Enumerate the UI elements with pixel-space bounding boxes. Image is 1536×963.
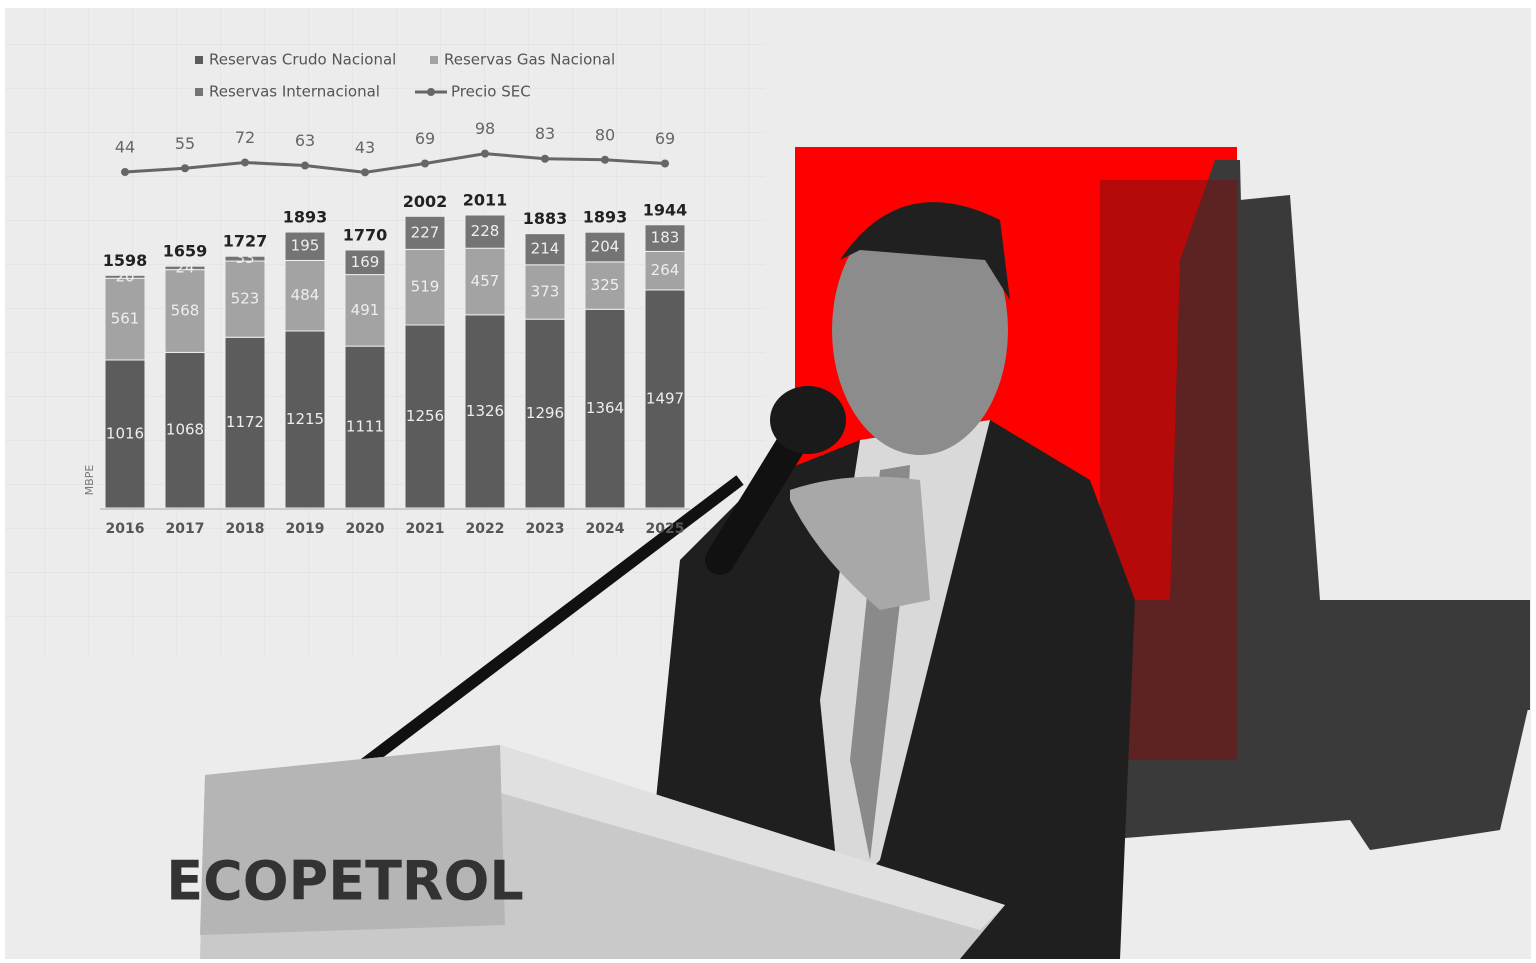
podium-logo: ECOPETROL bbox=[166, 850, 524, 913]
value-label: 20 bbox=[115, 267, 134, 285]
legend-label: Reservas Gas Nacional bbox=[444, 51, 615, 69]
total-label: 1893 bbox=[583, 208, 628, 227]
price-label: 63 bbox=[295, 131, 315, 150]
value-label: 1016 bbox=[106, 424, 144, 442]
value-label: 457 bbox=[471, 272, 500, 290]
price-label: 83 bbox=[535, 124, 555, 143]
legend-label: Reservas Crudo Nacional bbox=[209, 51, 396, 69]
price-label: 80 bbox=[595, 125, 615, 144]
value-label: 1497 bbox=[646, 389, 684, 407]
price-point bbox=[361, 168, 369, 176]
price-label: 44 bbox=[115, 138, 135, 157]
y-axis-label: MBPE bbox=[83, 465, 96, 496]
x-tick-label: 2016 bbox=[106, 521, 145, 537]
x-tick-label: 2025 bbox=[646, 521, 685, 537]
total-label: 1598 bbox=[103, 251, 148, 270]
price-point bbox=[121, 168, 129, 176]
value-label: 195 bbox=[291, 237, 320, 255]
legend-swatch bbox=[430, 56, 438, 64]
value-label: 214 bbox=[531, 240, 560, 258]
total-label: 1944 bbox=[643, 200, 688, 219]
price-point bbox=[601, 156, 609, 164]
price-point bbox=[481, 150, 489, 158]
total-label: 1770 bbox=[343, 225, 388, 244]
price-label: 72 bbox=[235, 128, 255, 147]
collage: ECOPETROL MBPE 2016 1016 561 201598 2017 1068 5… bbox=[0, 0, 1536, 959]
price-label: 69 bbox=[655, 129, 675, 148]
x-tick-label: 2024 bbox=[586, 521, 625, 537]
total-label: 1727 bbox=[223, 232, 268, 251]
value-label: 523 bbox=[231, 290, 260, 308]
price-point bbox=[541, 155, 549, 163]
value-label: 183 bbox=[651, 229, 680, 247]
price-point bbox=[661, 160, 669, 168]
x-tick-label: 2021 bbox=[406, 521, 445, 537]
value-label: 373 bbox=[531, 282, 560, 300]
value-label: 1068 bbox=[166, 421, 204, 439]
value-label: 228 bbox=[471, 222, 500, 240]
x-tick-label: 2023 bbox=[526, 521, 565, 537]
price-label: 43 bbox=[355, 138, 375, 157]
value-label: 169 bbox=[351, 253, 380, 271]
value-label: 1111 bbox=[346, 418, 384, 436]
value-label: 1256 bbox=[406, 407, 444, 425]
x-tick-label: 2018 bbox=[226, 521, 265, 537]
total-label: 1893 bbox=[283, 208, 328, 227]
price-point bbox=[241, 158, 249, 166]
x-tick-label: 2017 bbox=[166, 521, 205, 537]
value-label: 1364 bbox=[586, 399, 624, 417]
value-label: 561 bbox=[111, 310, 140, 328]
price-label: 55 bbox=[175, 134, 195, 153]
total-label: 1659 bbox=[163, 242, 208, 261]
value-label: 568 bbox=[171, 302, 200, 320]
total-label: 1883 bbox=[523, 209, 568, 228]
legend-swatch bbox=[427, 88, 435, 96]
value-label: 519 bbox=[411, 278, 440, 296]
legend-label: Precio SEC bbox=[451, 83, 531, 101]
legend-swatch bbox=[195, 88, 203, 96]
value-label: 1172 bbox=[226, 413, 264, 431]
x-tick-label: 2022 bbox=[466, 521, 505, 537]
value-label: 491 bbox=[351, 301, 380, 319]
x-tick-label: 2020 bbox=[346, 521, 385, 537]
value-label: 204 bbox=[591, 238, 620, 256]
value-label: 33 bbox=[235, 249, 254, 267]
x-tick-label: 2019 bbox=[286, 521, 325, 537]
price-point bbox=[181, 164, 189, 172]
price-label: 69 bbox=[415, 129, 435, 148]
legend-label: Reservas Internacional bbox=[209, 83, 380, 101]
value-label: 227 bbox=[411, 223, 440, 241]
legend-swatch bbox=[195, 56, 203, 64]
value-label: 1215 bbox=[286, 410, 324, 428]
price-label: 98 bbox=[475, 119, 495, 138]
value-label: 1296 bbox=[526, 404, 564, 422]
total-label: 2002 bbox=[403, 192, 448, 211]
price-point bbox=[421, 160, 429, 168]
value-label: 484 bbox=[291, 286, 320, 304]
total-label: 2011 bbox=[463, 190, 508, 209]
value-label: 1326 bbox=[466, 402, 504, 420]
value-label: 24 bbox=[175, 258, 194, 276]
value-label: 264 bbox=[651, 261, 680, 279]
price-point bbox=[301, 162, 309, 170]
value-label: 325 bbox=[591, 276, 620, 294]
